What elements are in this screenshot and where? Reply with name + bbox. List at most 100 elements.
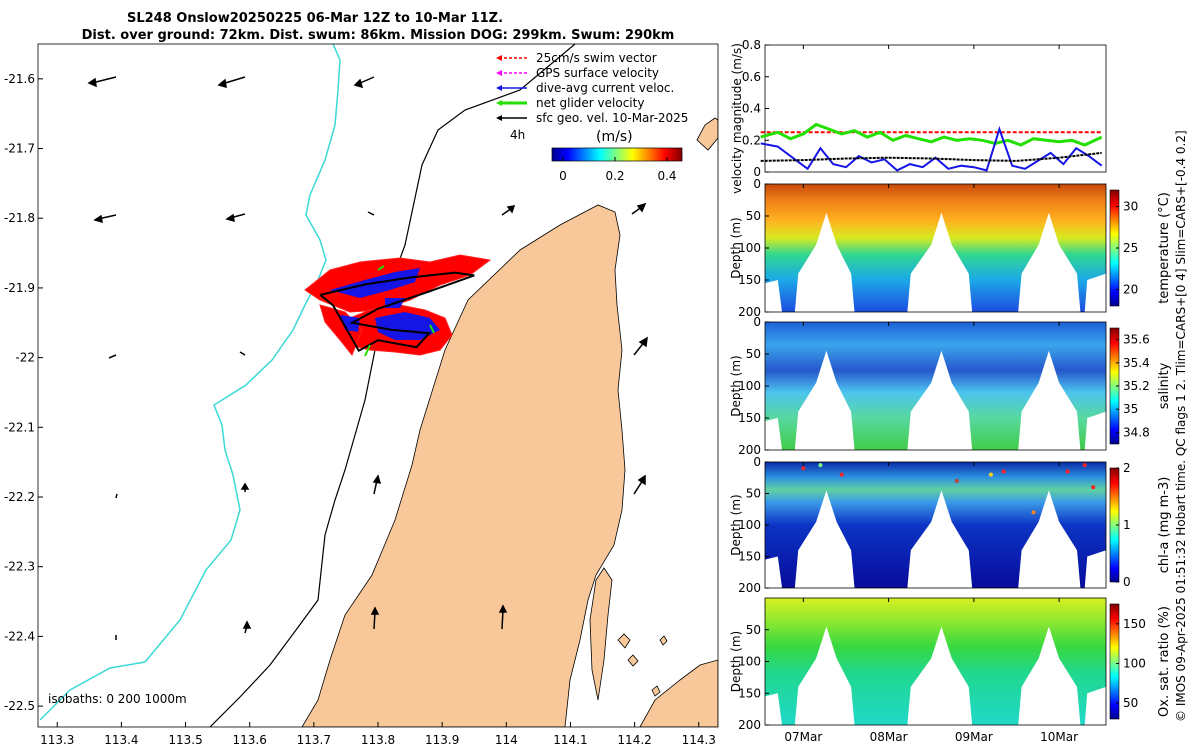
map-x-tick-label: 113.4: [104, 733, 138, 747]
section-panel: 0 50 100 150 200 Depth (m) 34.8 35 35.2 35.4 35.6 s…: [729, 315, 1172, 457]
seafloor-mask: [794, 490, 855, 588]
map-y-tick-label: -22: [15, 351, 35, 365]
chl-speckles: [801, 463, 1096, 515]
section-panel: 0 50 100 150 200 Depth (m) 20 25 30 temperature (…: [729, 177, 1172, 319]
map-x-tick-label: 113.9: [425, 733, 459, 747]
net-glider-velocity-vectors: [364, 265, 435, 357]
legend-label: GPS surface velocity: [536, 66, 659, 80]
section-panel: 0 50 100 150 200 Depth (m) 0 1 2 chl-a (mg m-3): [729, 455, 1172, 595]
colorbar-label: temperature (°C): [1157, 192, 1172, 304]
seafloor-mask: [907, 350, 973, 450]
legend-label: net glider velocity: [536, 96, 644, 110]
speed-colorbar: [551, 147, 683, 162]
seafloor-mask: [794, 626, 855, 725]
seafloor-mask: [907, 212, 973, 312]
map-x-tick-label: 114: [495, 733, 518, 747]
depth-tick-label: 150: [738, 550, 761, 564]
colorbar-label: Ox. sat. ratio (%): [1157, 606, 1172, 717]
land-peninsula: [301, 204, 626, 727]
colorbar-tick-label: 35.4: [1123, 356, 1150, 370]
map-y-tick-label: -22.2: [4, 490, 35, 504]
date-axis: 07Mar 08Mar 09Mar 10Mar: [784, 45, 1078, 744]
depth-tick-label: 100: [738, 241, 761, 255]
section-blank: [765, 693, 783, 725]
depth-tick-label: 0: [753, 177, 761, 191]
sfc-geo-velocity-arrows: [87, 76, 648, 640]
seafloor-mask: [1018, 490, 1081, 588]
depth-tick-label: 150: [738, 273, 761, 287]
colorbar-title: (m/s): [596, 129, 633, 145]
depth-axis-label: Depth (m): [729, 355, 743, 416]
colorbar-tick-label: 35.6: [1123, 333, 1150, 347]
chl-speckle: [1082, 463, 1087, 468]
depth-tick-label: 100: [738, 655, 761, 669]
colorbar-tick-label: 0: [1123, 575, 1131, 589]
seafloor-mask: [794, 212, 855, 312]
colorbar-tick-label: 30: [1123, 200, 1138, 214]
date-tick-label: 07Mar: [784, 730, 822, 744]
chl-speckle: [1091, 485, 1096, 490]
depth-tick-label: 50: [746, 209, 761, 223]
map-x-tick-label: 113.8: [361, 733, 395, 747]
colorbar-tick-label: 50: [1123, 696, 1138, 710]
speed-cbar-tick-label: 0: [559, 169, 567, 183]
depth-tick-label: 200: [738, 443, 761, 457]
land-east: [639, 659, 718, 727]
map-y-tick-label: -21.6: [4, 72, 35, 86]
isobath-200m: [209, 44, 576, 727]
section-blank: [765, 280, 783, 312]
section-blank: [1084, 550, 1106, 588]
depth-tick-label: 100: [738, 379, 761, 393]
date-tick-label: 09Mar: [955, 730, 993, 744]
depth-tick-label: 200: [738, 581, 761, 595]
speed-colorbar-ticks: 0 0.2 0.4: [559, 157, 677, 183]
velocity-series-line: [760, 151, 1102, 162]
map-x-tick-label: 113.5: [168, 733, 202, 747]
seafloor-mask: [1018, 626, 1081, 725]
velocity-series: [760, 122, 1103, 172]
land-island-south: [589, 567, 613, 701]
depth-axis-label: Depth (m): [729, 631, 743, 692]
land-island-northeast: [696, 117, 718, 151]
seafloor-mask: [794, 350, 855, 450]
section-blank: [765, 556, 783, 588]
map-y-tick-label: -22.5: [4, 699, 35, 713]
colorbar-label: chl-a (mg m-3): [1157, 477, 1172, 574]
legend-label: 25cm/s swim vector: [536, 51, 657, 65]
depth-axis-label: Depth (m): [729, 494, 743, 555]
date-tick-label: 08Mar: [870, 730, 908, 744]
chl-speckle: [988, 472, 993, 477]
map-x-tick-label: 114.3: [682, 733, 716, 747]
colorbar-tick-label: 35: [1123, 402, 1138, 416]
section-blank: [1084, 686, 1106, 725]
depth-tick-label: 200: [738, 305, 761, 319]
colorbar-label: salinity: [1157, 362, 1172, 409]
map-y-tick-label: -22.4: [4, 629, 35, 643]
map-x-tick-label: 114.2: [617, 733, 651, 747]
velocity-y-tick-label: 0.2: [742, 133, 761, 147]
land-island-small-3: [659, 635, 668, 646]
colorbar-tick-label: 100: [1123, 656, 1146, 670]
land-island-small-1: [617, 633, 631, 649]
colorbar-tick-label: 35.2: [1123, 379, 1150, 393]
seafloor-mask: [907, 626, 973, 725]
velocity-y-tick-label: 0.4: [742, 102, 761, 116]
map-y-tick-label: -21.7: [4, 142, 35, 156]
section-blank: [1084, 411, 1106, 450]
isobath-1000m: [39, 44, 341, 721]
land-island-small-2: [627, 654, 639, 667]
chl-speckle: [839, 472, 844, 477]
colorbar-tick-label: 25: [1123, 241, 1138, 255]
colorbar-tick-label: 20: [1123, 282, 1138, 296]
legend-arrowhead: [496, 85, 502, 91]
depth-tick-label: 50: [746, 347, 761, 361]
date-tick-label: 10Mar: [1040, 730, 1078, 744]
chl-speckle: [1065, 469, 1070, 474]
legend-arrowhead: [496, 115, 502, 121]
figure-title-line2: Dist. over ground: 72km. Dist. swum: 86k…: [82, 28, 675, 43]
